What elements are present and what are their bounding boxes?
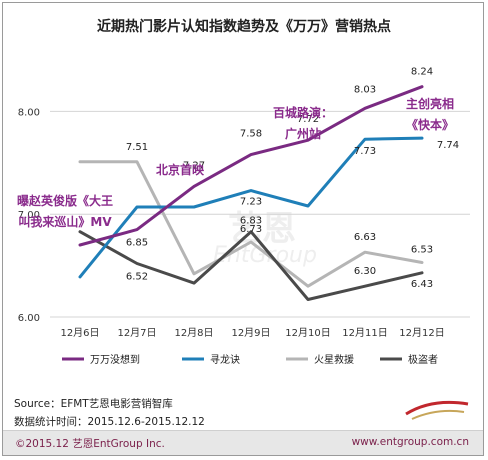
x-tick-label: 12月10日 [285, 327, 330, 339]
data-label: 6.52 [126, 272, 148, 283]
data-label: 7.72 [297, 114, 319, 125]
data-point [306, 204, 310, 208]
data-label: 6.43 [411, 279, 433, 290]
data-point [192, 205, 196, 209]
data-point [420, 136, 424, 140]
data-point [135, 228, 139, 231]
data-point [78, 243, 82, 247]
website-link[interactable]: www.entgroup.com.cn [351, 436, 469, 448]
x-tick-label: 12月8日 [174, 327, 213, 339]
data-point [249, 240, 253, 244]
data-point [420, 261, 424, 264]
data-label: 7.23 [240, 197, 262, 208]
data-label: 7.73 [354, 146, 376, 157]
legend-label: 极盗者 [408, 353, 438, 366]
data-point [78, 230, 82, 233]
copyright-text: ©2015.12 艺恩EntGroup Inc. [15, 438, 165, 450]
data-point [192, 272, 196, 276]
data-label: 7.27 [183, 160, 205, 171]
legend-label: 寻龙诀 [210, 353, 240, 366]
y-tick-label: 8.00 [18, 107, 40, 118]
data-label: 6.83 [240, 216, 262, 227]
legend-label: 火星救援 [314, 353, 354, 366]
data-label: 6.63 [354, 232, 376, 243]
data-label: 8.24 [411, 67, 433, 78]
data-point [420, 85, 424, 88]
data-point [249, 153, 253, 156]
annotation-text: 广州站 [285, 126, 321, 141]
data-label: 7.51 [126, 142, 148, 153]
source-note: Source：EFMT艺恩电影营销智库 [14, 398, 173, 410]
data-label: 6.53 [411, 245, 433, 256]
data-point [249, 189, 253, 192]
data-point [363, 284, 367, 288]
data-label: 6.85 [126, 238, 148, 249]
data-point [363, 251, 367, 254]
data-point [306, 298, 310, 301]
x-tick-label: 12月7日 [117, 327, 156, 339]
footer-bar: ©2015.12 艺恩EntGroup Inc. www.entgroup.co… [3, 430, 483, 455]
chart-title: 近期热门影片认知指数趋势及《万万》营销热点 [97, 19, 391, 35]
legend-label: 万万没想到 [90, 353, 140, 366]
data-point [363, 107, 367, 110]
data-point [192, 281, 196, 285]
x-tick-label: 12月6日 [60, 327, 99, 339]
y-tick-label: 6.00 [18, 313, 40, 324]
x-tick-label: 12月12日 [399, 327, 444, 339]
data-point [135, 205, 139, 209]
data-label: 6.73 [240, 224, 262, 235]
annotation-text: 百城路演： [273, 105, 333, 120]
x-tick-label: 12月9日 [231, 327, 270, 339]
annotation-text: 主创亮相 [406, 96, 454, 111]
x-tick-label: 12月11日 [342, 327, 387, 339]
data-point [363, 137, 367, 141]
chart-frame [2, 2, 484, 456]
data-label: 7.74 [437, 140, 459, 151]
annotation-text: 北京首映 [156, 162, 205, 177]
y-tick-label: 7.00 [18, 210, 40, 221]
data-point [135, 262, 139, 265]
annotation-text: 叫我来巡山》MV [18, 214, 112, 229]
period-note: 数据统计时间：2015.12.6-2015.12.12 [14, 416, 205, 428]
data-point [306, 138, 310, 142]
data-point [78, 160, 82, 163]
data-point [420, 271, 424, 274]
annotation-text: 曝赵英俊版《大王 [17, 193, 113, 208]
data-point [306, 284, 310, 288]
data-label: 6.30 [354, 266, 376, 277]
data-point [192, 185, 196, 188]
data-point [249, 230, 253, 233]
annotation-text: 《快本》 [406, 117, 454, 132]
data-point [78, 275, 82, 279]
data-point [135, 160, 139, 163]
data-label: 8.03 [354, 84, 376, 95]
data-label: 7.58 [240, 129, 262, 140]
entgroup-logo-icon [405, 400, 469, 420]
